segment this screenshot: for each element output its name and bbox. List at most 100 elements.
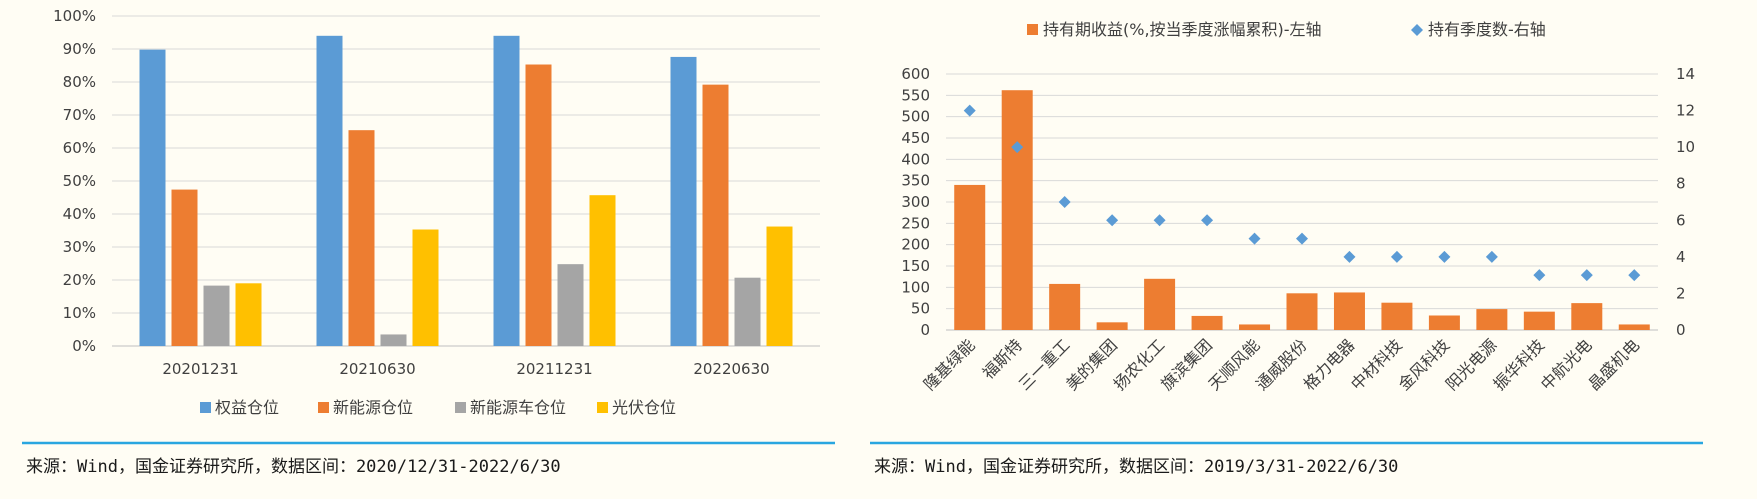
right-quarters-marker [1106, 214, 1119, 227]
right-right-axis-tick-label: 2 [1676, 284, 1686, 302]
left-bar [412, 229, 439, 346]
right-quarters-marker [1438, 250, 1451, 263]
right-right-axis-tick-label: 0 [1676, 321, 1686, 339]
right-left-axis-tick-label: 300 [901, 193, 930, 211]
right-quarters-marker [1296, 232, 1308, 245]
right-source-note: 来源：Wind，国金证券研究所，数据区间：2019/3/31-2022/6/30 [874, 457, 1398, 477]
left-bar [670, 56, 697, 347]
right-x-tick-label: 阳光电源 [1442, 335, 1501, 394]
right-legend-label-bar: 持有期收益(%,按当季度涨幅累积)-左轴 [1043, 20, 1322, 39]
right-left-axis-tick-label: 500 [901, 108, 930, 126]
left-legend-swatch [200, 402, 211, 413]
right-left-axis-tick-label: 100 [901, 278, 930, 296]
left-bar [734, 277, 761, 346]
right-x-tick-label: 中航光电 [1537, 335, 1596, 394]
right-x-tick-label: 三一重工 [1015, 335, 1074, 394]
left-bar [348, 130, 375, 346]
right-return-bar [1286, 293, 1318, 330]
left-legend-swatch [597, 402, 608, 413]
right-return-bar [1333, 292, 1365, 330]
right-x-tick-label: 美的集团 [1062, 335, 1121, 394]
right-return-bar [1571, 303, 1603, 330]
right-x-tick-label: 格力电器 [1300, 335, 1359, 394]
right-x-tick-label: 金风科技 [1395, 335, 1454, 394]
right-return-bar [1239, 324, 1271, 330]
right-right-axis-tick-label: 14 [1676, 65, 1695, 83]
right-return-bar [1523, 311, 1555, 330]
left-x-tick-label: 20201231 [162, 360, 238, 378]
left-bar [525, 64, 552, 346]
right-x-tick-label: 振华科技 [1489, 335, 1548, 394]
left-y-tick-label: 30% [63, 238, 96, 256]
left-y-tick-label: 80% [63, 73, 96, 91]
right-return-bar [1096, 322, 1128, 330]
left-chart-positions: 0% 10% 20% 30% 40% 50% 60% 70% 80% 90% 100% 2020123… [53, 7, 820, 417]
left-y-tick-label: 50% [63, 172, 96, 190]
right-left-axis-tick-label: 350 [901, 172, 930, 190]
right-left-axis-tick-label: 250 [901, 214, 930, 232]
right-return-bar [1001, 90, 1033, 330]
left-y-tick-label: 20% [63, 271, 96, 289]
left-y-tick-label: 90% [63, 40, 96, 58]
right-x-tick-label: 旗滨集团 [1157, 335, 1216, 394]
left-x-tick-label: 20210630 [339, 360, 415, 378]
left-bar [316, 35, 343, 347]
right-x-tick-label: 隆基绿能 [920, 335, 979, 394]
left-bar [493, 35, 520, 347]
right-quarters-marker [1485, 250, 1498, 263]
right-right-axis-tick-label: 6 [1676, 211, 1686, 229]
left-bar [171, 189, 198, 346]
left-legend-label: 光伏仓位 [612, 398, 676, 417]
left-bar [766, 226, 793, 346]
left-legend-label: 新能源仓位 [333, 398, 413, 417]
right-return-bar [1618, 324, 1650, 330]
right-x-tick-label: 天顺风能 [1205, 335, 1264, 394]
right-quarters-marker [1201, 214, 1214, 227]
left-y-tick-label: 10% [63, 304, 96, 322]
right-x-tick-label: 中材科技 [1347, 335, 1406, 394]
left-source-note: 来源：Wind，国金证券研究所，数据区间：2020/12/31-2022/6/3… [26, 457, 561, 477]
left-bar [557, 264, 584, 346]
right-return-bar [1191, 315, 1223, 330]
right-right-axis-tick-label: 10 [1676, 138, 1695, 156]
left-y-tick-label: 100% [53, 7, 96, 25]
left-bar [702, 84, 729, 346]
left-bar [589, 195, 616, 346]
right-left-axis-tick-label: 0 [920, 321, 930, 339]
right-left-axis-tick-label: 200 [901, 236, 930, 254]
left-legend-label: 新能源车仓位 [470, 398, 566, 417]
right-chart-holdings: 0 50 100 150 200 250 300 350 400 450 500 550 600 0 2 4 6… [901, 20, 1695, 394]
left-y-tick-label: 40% [63, 205, 96, 223]
right-left-axis-tick-label: 600 [901, 65, 930, 83]
right-return-bar [954, 184, 986, 330]
right-return-bar [1428, 315, 1460, 330]
right-quarters-marker [963, 104, 976, 117]
left-legend-swatch [318, 402, 329, 413]
right-quarters-marker [1153, 214, 1166, 227]
right-quarters-marker [1011, 141, 1024, 154]
left-y-tick-label: 70% [63, 106, 96, 124]
left-x-tick-label: 20211231 [516, 360, 592, 378]
right-return-bar [1476, 309, 1508, 330]
left-x-tick-label: 20220630 [693, 360, 769, 378]
right-left-axis-tick-label: 400 [901, 150, 930, 168]
right-quarters-marker [1390, 250, 1403, 263]
left-bar [203, 285, 230, 346]
left-bar [380, 334, 407, 346]
left-bar [235, 283, 262, 346]
left-legend-label: 权益仓位 [215, 398, 279, 417]
right-quarters-marker [1343, 250, 1356, 263]
right-right-axis-tick-label: 4 [1676, 248, 1686, 266]
right-left-axis-tick-label: 150 [901, 257, 930, 275]
right-x-tick-label: 通威股份 [1252, 335, 1311, 394]
left-y-tick-label: 0% [72, 337, 96, 355]
right-legend-swatch-marker [1411, 24, 1423, 36]
right-return-bar [1049, 283, 1081, 330]
right-return-bar [1381, 302, 1413, 330]
right-left-axis-tick-label: 50 [911, 300, 930, 318]
right-legend-swatch-bar [1027, 24, 1038, 35]
right-left-axis-tick-label: 450 [901, 129, 930, 147]
right-quarters-marker [1058, 196, 1071, 208]
